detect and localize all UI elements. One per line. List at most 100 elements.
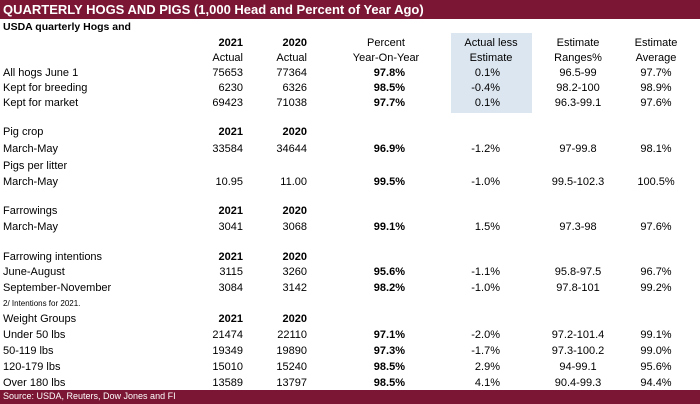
row-label: September-November: [3, 282, 112, 294]
cell: 97.7%: [640, 67, 672, 79]
cell: 97.3-98: [559, 221, 597, 233]
column-header: Estimate: [556, 37, 600, 49]
cell: 75653: [212, 67, 243, 79]
cell: 0.1%: [474, 67, 500, 79]
cell: 69423: [212, 97, 243, 109]
row-label: Pigs per litter: [3, 160, 68, 172]
cell: 22110: [277, 329, 307, 341]
title-bar: QUARTERLY HOGS AND PIGS (1,000 Head and …: [0, 0, 700, 19]
cell: 99.0%: [640, 345, 672, 357]
column-header: Estimate: [634, 37, 678, 49]
row-label: March-May: [3, 221, 59, 233]
cell: 98.5%: [373, 361, 405, 373]
column-header: Actual less: [464, 37, 518, 49]
cell: 97.8-101: [556, 282, 600, 294]
cell: 19890: [276, 345, 307, 357]
cell: -1.7%: [471, 345, 500, 357]
highlight: [451, 33, 532, 113]
cell: 98.5%: [373, 82, 405, 94]
cell: 90.4-99.3: [554, 377, 602, 389]
cell: 2020: [282, 126, 307, 138]
row-label: Farrowing intentions: [3, 251, 103, 263]
cell: 96.5-99: [559, 67, 597, 79]
row-label: 2/ Intentions for 2021.: [3, 299, 81, 308]
column-header: Actual: [212, 52, 243, 64]
cell: 2020: [282, 313, 307, 325]
row-label: Farrowings: [3, 205, 58, 217]
cell: 97.3%: [373, 345, 405, 357]
row-label: Kept for market: [3, 97, 79, 109]
cell: 0.1%: [474, 97, 500, 109]
source: Source: USDA, Reuters, Dow Jones and FI: [3, 391, 176, 401]
cell: -2.0%: [471, 329, 500, 341]
row-label: June-August: [3, 266, 65, 278]
cell: 3260: [282, 266, 307, 278]
cell: 97.6%: [640, 221, 672, 233]
cell: -1.1%: [471, 266, 500, 278]
title: QUARTERLY HOGS AND PIGS (1,000 Head and …: [3, 2, 424, 17]
cell: 97.7%: [373, 97, 405, 109]
cell: 2020: [282, 251, 307, 263]
row-label: March-May: [3, 143, 59, 155]
cell: 6326: [282, 82, 307, 94]
cell: 34644: [276, 143, 307, 155]
cell: 33584: [212, 143, 243, 155]
column-header: 2021: [218, 37, 243, 49]
cell: 96.9%: [373, 143, 405, 155]
cell: 95.6%: [373, 266, 405, 278]
cell: 99.5-102.3: [551, 176, 605, 188]
cell: 77364: [276, 67, 307, 79]
cell: 97.8%: [373, 67, 405, 79]
cell: 94-99.1: [559, 361, 597, 373]
cell: 3142: [282, 282, 307, 294]
cell: -1.0%: [471, 176, 500, 188]
row-label: Pig crop: [3, 126, 44, 138]
source-bar: Source: USDA, Reuters, Dow Jones and FI: [0, 390, 700, 404]
column-header: Ranges%: [554, 52, 602, 64]
cell: 98.5%: [373, 377, 405, 389]
cell: -1.0%: [471, 282, 500, 294]
cell: 2021: [218, 313, 243, 325]
cell: 4.1%: [474, 377, 500, 389]
row-label: Weight Groups: [3, 313, 77, 325]
cell: -1.2%: [471, 143, 500, 155]
column-header: Year-On-Year: [352, 52, 420, 64]
row-label: Under 50 lbs: [3, 329, 66, 341]
cell: 2021: [218, 205, 243, 217]
cell: 2021: [218, 251, 243, 263]
cell: 95.6%: [640, 361, 672, 373]
row-label: Kept for breeding: [3, 82, 88, 94]
column-header: Estimate: [469, 52, 513, 64]
cell: 99.1%: [373, 221, 405, 233]
cell: 100.5%: [637, 176, 675, 188]
cell: 97-99.8: [559, 143, 597, 155]
cell: 21474: [212, 329, 243, 341]
cell: 6230: [218, 82, 243, 94]
column-header: Average: [635, 52, 677, 64]
cell: 99.2%: [640, 282, 672, 294]
cell: 19349: [212, 345, 243, 357]
cell: 3068: [282, 221, 307, 233]
column-header: Percent: [367, 37, 405, 49]
cell: 98.9%: [640, 82, 672, 94]
cell: 98.2%: [373, 282, 405, 294]
cell: 2021: [218, 126, 243, 138]
row-label: 120-179 lbs: [3, 361, 61, 373]
cell: -0.4%: [471, 82, 500, 94]
cell: 3115: [219, 266, 243, 278]
cell: 97.1%: [373, 329, 405, 341]
cell: 2.9%: [474, 361, 500, 373]
cell: 10.95: [215, 176, 243, 188]
cell: 1.5%: [474, 221, 500, 233]
row-label: All hogs June 1: [3, 67, 79, 79]
cell: 3084: [218, 282, 243, 294]
cell: 99.1%: [640, 329, 672, 341]
cell: 97.2-101.4: [551, 329, 605, 341]
cell: 98.2-100: [556, 82, 600, 94]
row-label: Over 180 lbs: [3, 377, 66, 389]
cell: 3041: [218, 221, 243, 233]
cell: 98.1%: [640, 143, 672, 155]
cell: 15240: [276, 361, 307, 373]
cell: 2020: [282, 205, 307, 217]
cell: 13589: [212, 377, 243, 389]
